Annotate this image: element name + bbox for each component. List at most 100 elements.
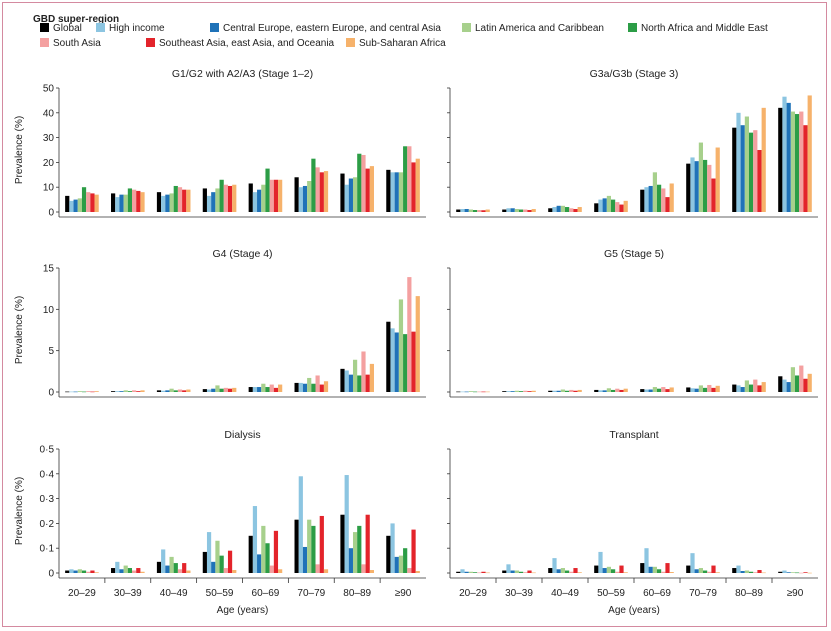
bar-1-2-1 <box>510 208 515 212</box>
bar-3-1-2 <box>552 390 557 392</box>
bar-0-2-3 <box>211 192 216 212</box>
bar-4-5-6 <box>361 564 366 573</box>
bar-5-3-1 <box>514 570 519 573</box>
bar-0-0-0 <box>65 195 70 212</box>
bar-0-3-0 <box>77 198 82 212</box>
x-tick-label-5-2: 40–49 <box>551 588 579 599</box>
bar-2-7-6 <box>369 363 374 392</box>
bar-4-6-0 <box>90 570 95 573</box>
bar-4-0-7 <box>386 535 391 573</box>
y-axis-label-0: Prevalence (%) <box>14 116 25 184</box>
bar-5-0-3 <box>594 565 599 573</box>
bar-1-2-7 <box>786 102 791 212</box>
bar-1-4-6 <box>749 132 754 212</box>
y-tick-label-0-3: 30 <box>43 133 55 144</box>
bar-0-6-6 <box>365 168 370 212</box>
bar-3-4-0 <box>473 391 478 393</box>
bar-4-4-4 <box>265 543 270 573</box>
bar-5-7-5 <box>715 572 720 573</box>
bar-3-3-5 <box>698 385 703 392</box>
bar-0-2-7 <box>394 172 399 212</box>
bar-2-0-6 <box>340 368 345 392</box>
bar-1-4-3 <box>611 199 616 212</box>
bar-2-2-0 <box>73 391 78 393</box>
bar-5-1-7 <box>782 570 787 573</box>
bar-1-7-3 <box>623 200 628 212</box>
bar-5-6-2 <box>573 568 578 573</box>
bar-3-3-6 <box>744 380 749 392</box>
bar-3-6-3 <box>619 389 624 392</box>
bar-2-4-5 <box>311 383 316 392</box>
bar-4-1-1 <box>115 561 120 573</box>
bar-3-3-1 <box>514 390 519 392</box>
bar-5-3-3 <box>606 566 611 573</box>
bar-2-6-2 <box>182 390 187 392</box>
bar-2-3-3 <box>215 385 220 392</box>
bar-0-7-3 <box>232 184 237 212</box>
legend-label-2: Central Europe, eastern Europe, and cent… <box>223 23 441 34</box>
bar-2-0-5 <box>294 382 299 392</box>
bar-2-1-1 <box>115 391 120 392</box>
bar-4-1-0 <box>69 569 74 573</box>
bar-0-3-4 <box>261 184 266 212</box>
legend-swatch-2 <box>210 23 219 32</box>
bar-1-3-7 <box>790 111 795 212</box>
legend-label-0: Global <box>53 23 82 34</box>
bar-3-0-1 <box>502 391 507 392</box>
bar-2-6-3 <box>227 388 233 392</box>
bar-2-3-6 <box>352 359 358 392</box>
chart-panels: G1/G2 with A2/A3 (Stage 1–2)01020304050P… <box>14 68 818 616</box>
bar-2-0-2 <box>156 390 162 392</box>
bar-3-7-7 <box>807 373 812 392</box>
bar-5-3-7 <box>790 572 795 573</box>
bar-2-6-4 <box>273 387 279 392</box>
panel-title-5: Transplant <box>609 429 658 441</box>
bar-2-3-4 <box>261 383 266 392</box>
legend-label-3: Latin America and Caribbean <box>475 23 604 34</box>
bar-0-1-5 <box>298 187 303 212</box>
bar-1-1-5 <box>690 157 695 212</box>
bar-4-7-2 <box>186 570 191 573</box>
bar-1-5-2 <box>569 208 574 212</box>
bar-5-2-5 <box>694 569 699 573</box>
bar-1-6-5 <box>711 178 716 212</box>
bar-5-3-5 <box>698 568 703 573</box>
bar-1-5-6 <box>753 130 758 212</box>
bar-2-3-2 <box>169 388 174 392</box>
bar-5-5-3 <box>615 571 620 573</box>
bar-4-2-0 <box>73 570 78 573</box>
bar-4-5-2 <box>177 569 183 573</box>
bar-0-4-2 <box>173 185 178 212</box>
bar-2-2-3 <box>211 388 216 392</box>
bar-5-6-5 <box>711 565 716 573</box>
bar-1-1-7 <box>782 96 787 212</box>
bar-2-7-0 <box>94 391 99 392</box>
y-tick-label-0-0: 0 <box>48 208 54 219</box>
bar-3-0-7 <box>778 376 783 392</box>
bar-1-4-1 <box>519 209 524 212</box>
bar-2-4-1 <box>127 391 133 392</box>
bar-3-7-1 <box>531 390 536 392</box>
bar-1-5-5 <box>707 164 712 212</box>
bar-0-5-5 <box>315 167 320 212</box>
bar-0-2-0 <box>73 199 78 212</box>
bar-4-6-6 <box>365 514 370 573</box>
x-tick-label-4-7: ≥90 <box>395 588 412 599</box>
bar-3-5-6 <box>753 379 758 392</box>
panel-title-0: G1/G2 with A2/A3 (Stage 1–2) <box>172 68 313 80</box>
bar-1-4-2 <box>565 207 570 212</box>
bar-1-3-5 <box>698 142 703 212</box>
bar-5-6-7 <box>803 572 808 573</box>
bar-4-7-3 <box>232 570 237 573</box>
bar-0-2-6 <box>348 178 353 212</box>
y-tick-label-0-2: 20 <box>43 158 55 169</box>
bar-2-1-3 <box>206 389 212 392</box>
bar-1-2-6 <box>740 125 745 212</box>
bar-3-5-3 <box>615 388 620 392</box>
bar-0-1-2 <box>161 195 166 212</box>
bar-2-4-6 <box>357 375 362 392</box>
x-tick-label-5-4: 60–69 <box>643 588 671 599</box>
bar-4-3-1 <box>123 565 128 573</box>
bar-1-0-7 <box>778 107 783 212</box>
x-tick-label-5-3: 50–59 <box>597 588 625 599</box>
